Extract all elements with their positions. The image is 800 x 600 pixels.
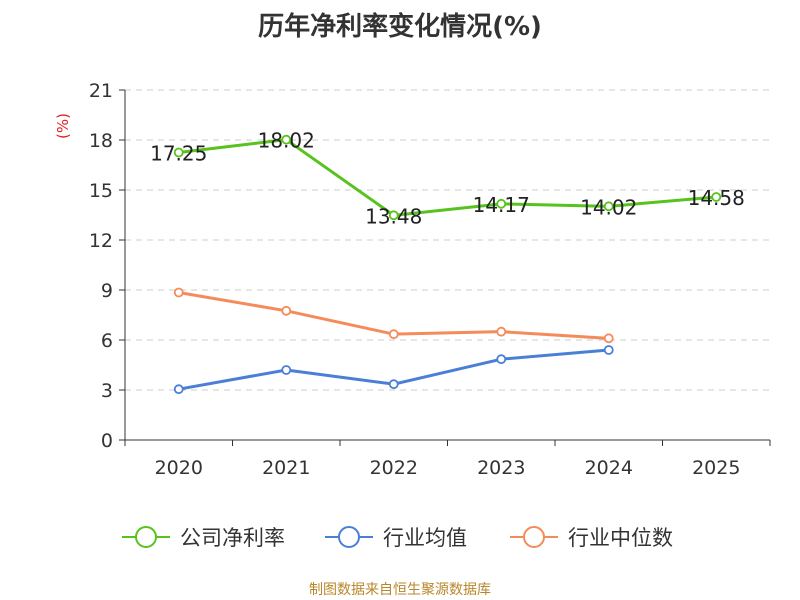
y-tick-label: 21: [89, 80, 113, 102]
legend-label: 行业均值: [383, 526, 467, 550]
y-tick-label: 9: [101, 280, 113, 302]
x-tick-label: 2023: [477, 457, 525, 479]
y-tick-label: 12: [89, 230, 113, 252]
data-point: [388, 210, 399, 221]
data-point: [173, 287, 184, 298]
data-point: [173, 147, 184, 158]
legend-marker: [135, 526, 157, 548]
source-note: 制图数据来自恒生聚源数据库: [309, 582, 491, 598]
y-tick-label: 15: [89, 180, 113, 202]
data-point: [281, 365, 292, 375]
legend-marker: [338, 526, 360, 548]
legend-label: 公司净利率: [180, 526, 285, 550]
data-point: [711, 192, 722, 202]
data-point: [496, 354, 507, 365]
x-tick-label: 2020: [155, 457, 203, 479]
data-point: [603, 201, 614, 212]
y-tick-labels: 0 3 6 9 12 15 18 21: [89, 80, 113, 452]
series-line: [178, 138, 717, 217]
data-label: 13.48: [365, 204, 422, 228]
data-point: [603, 345, 614, 355]
y-tick-label: 0: [101, 430, 113, 452]
data-label: 17.25: [150, 142, 207, 166]
data-point: [388, 329, 399, 340]
x-tick-label: 2022: [370, 457, 418, 479]
data-point: [388, 379, 399, 390]
x-tick-label: 2021: [262, 457, 310, 479]
data-label: 14.02: [580, 195, 637, 219]
y-tick-label: 18: [89, 130, 113, 152]
x-tick-label: 2025: [692, 457, 740, 479]
legend: 公司净利率 行业均值 行业中位数: [122, 526, 673, 550]
chart-title: 历年净利率变化情况(%): [258, 12, 542, 42]
data-label: 18.02: [258, 129, 315, 153]
data-point: [603, 333, 614, 344]
series-group: [173, 134, 722, 395]
data-point: [281, 305, 292, 316]
data-labels: 17.25 18.02 13.48 14.17 14.02 14.58: [150, 129, 745, 229]
data-point: [281, 134, 292, 145]
data-label: 14.58: [688, 186, 745, 210]
x-tick-labels: 2020 2021 2022 2023 2024 2025: [155, 457, 741, 479]
y-axis-label: (%): [54, 113, 72, 139]
legend-label: 行业中位数: [568, 526, 673, 550]
x-tick-label: 2024: [585, 457, 633, 479]
axes: [119, 89, 771, 446]
data-point: [173, 384, 184, 395]
grid-lines: [125, 89, 770, 391]
y-tick-label: 6: [101, 330, 113, 352]
data-label: 14.17: [473, 193, 530, 217]
data-point: [496, 198, 507, 209]
legend-marker: [523, 526, 545, 548]
data-point: [496, 326, 507, 337]
y-tick-label: 3: [101, 380, 113, 402]
